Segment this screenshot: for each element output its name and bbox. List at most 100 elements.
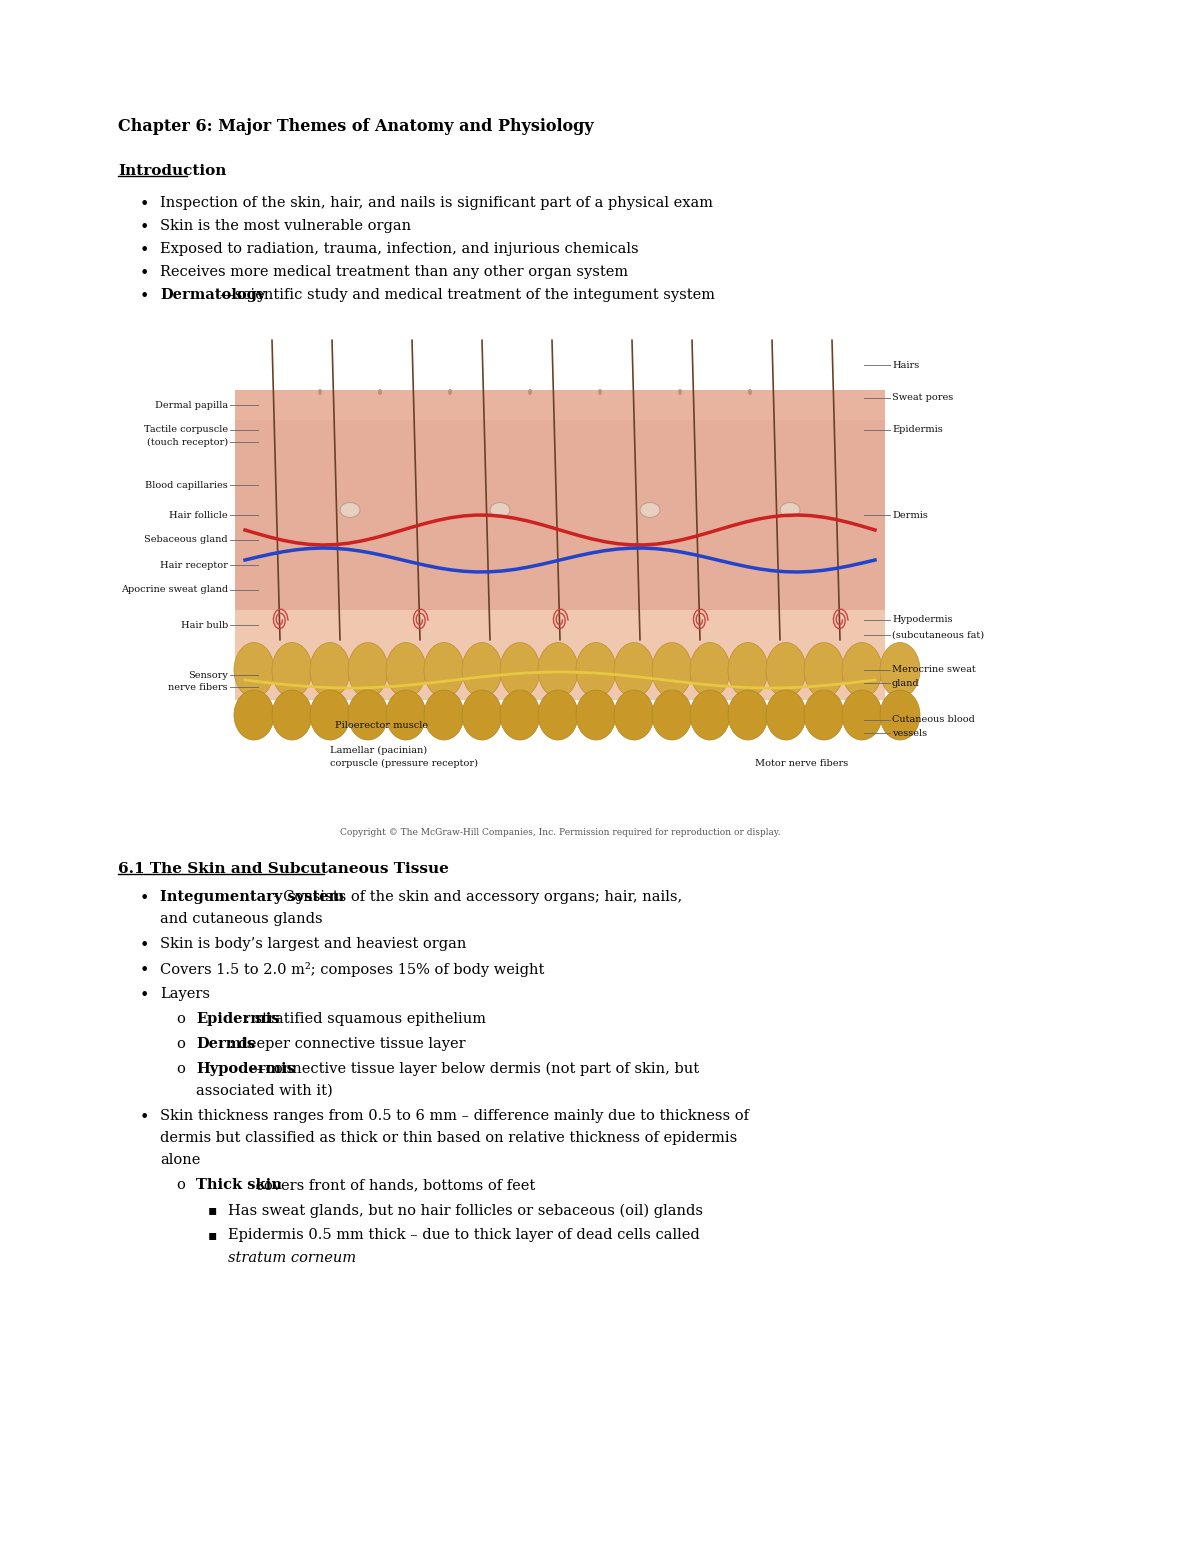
- Text: Has sweat glands, but no hair follicles or sebaceous (oil) glands: Has sweat glands, but no hair follicles …: [228, 1204, 703, 1218]
- Text: Hairs: Hairs: [892, 360, 919, 370]
- Text: •: •: [140, 1109, 149, 1126]
- Ellipse shape: [804, 690, 844, 739]
- Polygon shape: [235, 390, 886, 419]
- Text: gland: gland: [892, 679, 919, 688]
- Text: Hypodermis: Hypodermis: [196, 1062, 295, 1076]
- Text: covers front of hands, bottoms of feet: covers front of hands, bottoms of feet: [251, 1179, 535, 1193]
- Ellipse shape: [880, 643, 920, 697]
- Text: Dermis: Dermis: [892, 511, 928, 520]
- Text: •: •: [140, 961, 149, 978]
- Ellipse shape: [538, 643, 578, 697]
- Text: Inspection of the skin, hair, and nails is significant part of a physical exam: Inspection of the skin, hair, and nails …: [160, 196, 713, 210]
- Ellipse shape: [340, 503, 360, 517]
- Ellipse shape: [378, 388, 382, 394]
- Ellipse shape: [500, 643, 540, 697]
- Bar: [155, 329, 965, 820]
- Ellipse shape: [348, 643, 388, 697]
- Ellipse shape: [804, 643, 844, 697]
- Text: Merocrine sweat: Merocrine sweat: [892, 666, 976, 674]
- Ellipse shape: [614, 643, 654, 697]
- Text: •: •: [140, 242, 149, 259]
- Text: —scientific study and medical treatment of the integument system: —scientific study and medical treatment …: [220, 289, 715, 303]
- Text: Layers: Layers: [160, 986, 210, 1000]
- Text: o: o: [176, 1037, 185, 1051]
- Text: o: o: [176, 1013, 185, 1027]
- Ellipse shape: [272, 690, 312, 739]
- Text: —connective tissue layer below dermis (not part of skin, but: —connective tissue layer below dermis (n…: [251, 1062, 698, 1076]
- Text: Skin is body’s largest and heaviest organ: Skin is body’s largest and heaviest orga…: [160, 936, 467, 950]
- Ellipse shape: [652, 643, 692, 697]
- Ellipse shape: [640, 503, 660, 517]
- Ellipse shape: [576, 690, 616, 739]
- Ellipse shape: [272, 643, 312, 697]
- Ellipse shape: [386, 643, 426, 697]
- Text: : stratified squamous epithelium: : stratified squamous epithelium: [245, 1013, 486, 1027]
- Text: Covers 1.5 to 2.0 m²; composes 15% of body weight: Covers 1.5 to 2.0 m²; composes 15% of bo…: [160, 961, 545, 977]
- Text: •: •: [140, 289, 149, 306]
- Ellipse shape: [598, 388, 602, 394]
- Text: Introduction: Introduction: [118, 165, 227, 179]
- Ellipse shape: [842, 690, 882, 739]
- Text: corpuscle (pressure receptor): corpuscle (pressure receptor): [330, 758, 478, 767]
- Text: o: o: [176, 1179, 185, 1193]
- Text: Apocrine sweat gland: Apocrine sweat gland: [121, 585, 228, 595]
- Text: •: •: [140, 890, 149, 907]
- Text: stratum corneum: stratum corneum: [228, 1250, 356, 1264]
- Text: Lamellar (pacinian): Lamellar (pacinian): [330, 745, 427, 755]
- Text: Hair receptor: Hair receptor: [160, 561, 228, 570]
- Text: Sweat pores: Sweat pores: [892, 393, 953, 402]
- Text: Hypodermis: Hypodermis: [892, 615, 953, 624]
- Text: Skin thickness ranges from 0.5 to 6 mm – difference mainly due to thickness of: Skin thickness ranges from 0.5 to 6 mm –…: [160, 1109, 749, 1123]
- Ellipse shape: [528, 388, 532, 394]
- Text: : deeper connective tissue layer: : deeper connective tissue layer: [229, 1037, 466, 1051]
- Text: nerve fibers: nerve fibers: [168, 682, 228, 691]
- Ellipse shape: [310, 690, 350, 739]
- Text: (touch receptor): (touch receptor): [146, 438, 228, 447]
- Text: Blood capillaries: Blood capillaries: [145, 480, 228, 489]
- Ellipse shape: [880, 690, 920, 739]
- Text: Cutaneous blood: Cutaneous blood: [892, 716, 974, 725]
- Ellipse shape: [576, 643, 616, 697]
- Text: Skin is the most vulnerable organ: Skin is the most vulnerable organ: [160, 219, 412, 233]
- Ellipse shape: [678, 388, 682, 394]
- Text: •: •: [140, 986, 149, 1003]
- Text: 6.1 The Skin and Subcutaneous Tissue: 6.1 The Skin and Subcutaneous Tissue: [118, 862, 449, 876]
- Text: dermis but classified as thick or thin based on relative thickness of epidermis: dermis but classified as thick or thin b…: [160, 1131, 737, 1145]
- Ellipse shape: [842, 643, 882, 697]
- Ellipse shape: [500, 690, 540, 739]
- Text: associated with it): associated with it): [196, 1084, 332, 1098]
- Ellipse shape: [318, 388, 322, 394]
- Ellipse shape: [234, 690, 274, 739]
- Text: Exposed to radiation, trauma, infection, and injurious chemicals: Exposed to radiation, trauma, infection,…: [160, 242, 638, 256]
- Ellipse shape: [538, 690, 578, 739]
- Text: Copyright © The McGraw-Hill Companies, Inc. Permission required for reproduction: Copyright © The McGraw-Hill Companies, I…: [340, 828, 780, 837]
- Ellipse shape: [748, 388, 752, 394]
- Text: o: o: [176, 1062, 185, 1076]
- Text: alone: alone: [160, 1154, 200, 1168]
- Text: Epidermis: Epidermis: [196, 1013, 280, 1027]
- Ellipse shape: [766, 643, 806, 697]
- Ellipse shape: [310, 643, 350, 697]
- Text: •: •: [140, 219, 149, 236]
- Ellipse shape: [448, 388, 452, 394]
- Ellipse shape: [490, 503, 510, 517]
- Text: Dermatology: Dermatology: [160, 289, 265, 303]
- Text: Dermis: Dermis: [196, 1037, 256, 1051]
- Text: Piloerector muscle: Piloerector muscle: [335, 721, 428, 730]
- Text: Epidermis: Epidermis: [892, 426, 943, 435]
- Ellipse shape: [614, 690, 654, 739]
- Ellipse shape: [780, 503, 800, 517]
- Text: - Consists of the skin and accessory organs; hair, nails,: - Consists of the skin and accessory org…: [269, 890, 683, 904]
- Text: and cutaneous glands: and cutaneous glands: [160, 912, 323, 926]
- Text: ▪: ▪: [208, 1228, 217, 1242]
- Ellipse shape: [652, 690, 692, 739]
- Ellipse shape: [728, 643, 768, 697]
- Ellipse shape: [462, 690, 502, 739]
- Text: Sensory: Sensory: [188, 671, 228, 680]
- Ellipse shape: [462, 643, 502, 697]
- Ellipse shape: [424, 643, 464, 697]
- Text: Thick skin: Thick skin: [196, 1179, 282, 1193]
- Text: •: •: [140, 936, 149, 954]
- Text: Epidermis 0.5 mm thick – due to thick layer of dead cells called: Epidermis 0.5 mm thick – due to thick la…: [228, 1228, 700, 1242]
- Text: Receives more medical treatment than any other organ system: Receives more medical treatment than any…: [160, 266, 628, 280]
